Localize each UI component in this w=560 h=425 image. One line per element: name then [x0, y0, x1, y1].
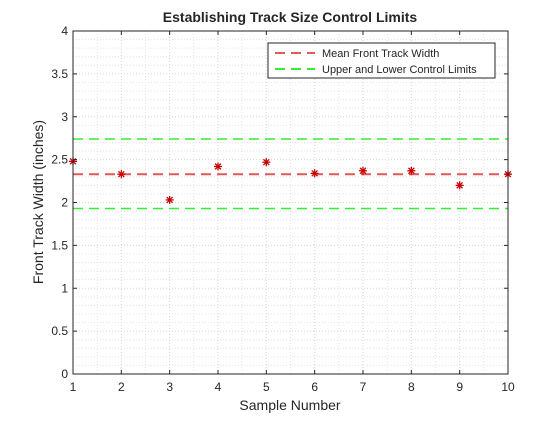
x-tick-label: 3 [166, 380, 173, 394]
x-tick-label: 1 [70, 380, 77, 394]
y-tick-label: 0.5 [51, 324, 68, 338]
x-tick-label: 5 [263, 380, 270, 394]
sample-point-stroke [166, 196, 174, 204]
y-tick-label: 1.5 [51, 238, 68, 252]
sample-point [214, 162, 222, 171]
x-tick-labels: 1 2 3 4 5 6 7 8 9 10 [70, 380, 515, 394]
sample-point [262, 158, 271, 167]
y-tick-label: 0 [61, 367, 68, 381]
sample-point-stroke [117, 170, 125, 178]
sample-point [359, 166, 367, 175]
y-tick-label: 3.5 [51, 67, 68, 81]
sample-point-stroke [262, 158, 270, 166]
legend-mean-label: Mean Front Track Width [322, 48, 439, 60]
sample-point [165, 195, 174, 204]
x-tick-label: 7 [360, 380, 367, 394]
x-axis-label: Sample Number [239, 397, 340, 413]
legend-box [267, 42, 496, 79]
axis-ticks [72, 30, 509, 375]
y-tick-label: 2.5 [51, 153, 68, 167]
legend-limits-label: Upper and Lower Control Limits [322, 64, 477, 76]
sample-point [407, 166, 416, 175]
chart-title: Establishing Track Size Control Limits [163, 9, 418, 25]
x-tick-label: 2 [118, 380, 125, 394]
sample-point-stroke [311, 170, 319, 177]
x-tick-label: 9 [456, 380, 463, 394]
y-tick-label: 1 [61, 281, 68, 295]
sample-point-stroke [456, 182, 464, 189]
legend: Mean Front Track Width Upper and Lower C… [267, 42, 496, 79]
sample-point-stroke [214, 163, 222, 170]
sample-point-stroke [359, 167, 367, 175]
y-tick-label: 3 [61, 110, 68, 124]
minor-grid [73, 31, 508, 374]
sample-point [455, 181, 464, 190]
x-tick-label: 8 [408, 380, 415, 394]
y-tick-label: 2 [61, 196, 68, 210]
sample-point [310, 169, 319, 178]
x-tick-label: 4 [215, 380, 222, 394]
x-tick-label: 10 [501, 380, 515, 394]
y-axis-label: Front Track Width (inches) [30, 120, 46, 284]
sample-point [117, 170, 126, 179]
y-tick-label: 4 [61, 24, 68, 38]
reference-lines [73, 138, 508, 210]
x-tick-label: 6 [311, 380, 318, 394]
sample-point-stroke [407, 167, 415, 175]
y-tick-labels: 0 0.5 1 1.5 2 2.5 3 3.5 4 [51, 24, 68, 381]
